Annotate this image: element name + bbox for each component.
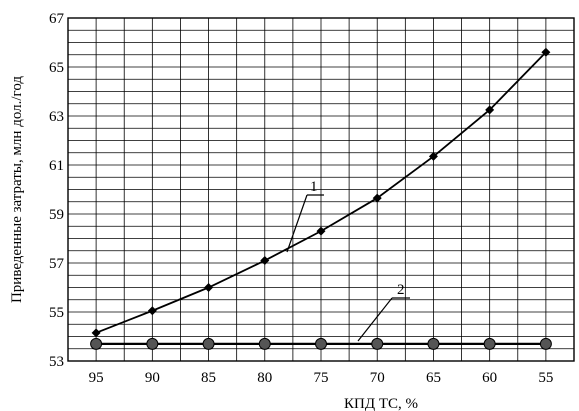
- y-tick-label: 65: [49, 60, 64, 76]
- data-point-circle: [315, 337, 327, 350]
- annotation-leader-2: [357, 297, 393, 342]
- data-point-diamond: [372, 193, 382, 203]
- data-point-diamond: [485, 105, 495, 115]
- tick-labels: 95 90 85 80 75 70 65 60 55 53 55 57 59 61 63 65 67: [49, 11, 553, 386]
- y-tick-label: 57: [49, 256, 65, 272]
- data-point-diamond: [316, 226, 326, 236]
- series-layer: [90, 47, 552, 350]
- data-point-diamond: [91, 328, 101, 338]
- y-tick-label: 61: [49, 158, 64, 174]
- data-point-circle: [427, 337, 440, 350]
- x-tick-label: 80: [257, 370, 272, 386]
- data-point-circle: [146, 337, 159, 350]
- annotation-label-1: 1: [310, 179, 318, 195]
- x-tick-label: 75: [314, 370, 329, 386]
- data-point-diamond: [428, 151, 438, 161]
- x-tick-label: 65: [426, 370, 441, 386]
- y-tick-label: 55: [49, 305, 64, 321]
- x-tick-label: 90: [145, 370, 160, 386]
- data-point-circle: [90, 337, 103, 350]
- data-point-circle: [483, 337, 496, 350]
- annotation-leader-1: [286, 194, 308, 253]
- y-tick-label: 63: [49, 109, 64, 125]
- x-axis-label: КПД ТС, %: [344, 396, 418, 411]
- data-point-circle: [202, 337, 215, 350]
- data-point-diamond: [260, 256, 270, 266]
- data-point-circle: [371, 337, 384, 350]
- annotation-label-2: 2: [397, 282, 405, 298]
- x-tick-label: 55: [538, 370, 553, 386]
- data-point-diamond: [541, 47, 551, 57]
- y-axis-label: Приведенные затраты, млн дол./год: [9, 76, 25, 303]
- y-tick-label: 59: [49, 207, 64, 223]
- annotations: 12: [286, 179, 410, 342]
- x-tick-label: 95: [89, 370, 104, 386]
- y-tick-label: 53: [49, 354, 64, 370]
- data-point-circle: [539, 337, 552, 350]
- x-tick-label: 70: [370, 370, 385, 386]
- y-tick-label: 67: [49, 11, 65, 27]
- data-point-diamond: [147, 306, 157, 316]
- grid: [67, 17, 575, 362]
- data-point-circle: [258, 337, 271, 350]
- data-point-diamond: [204, 283, 214, 292]
- x-tick-label: 60: [482, 370, 497, 386]
- x-tick-label: 85: [201, 370, 216, 386]
